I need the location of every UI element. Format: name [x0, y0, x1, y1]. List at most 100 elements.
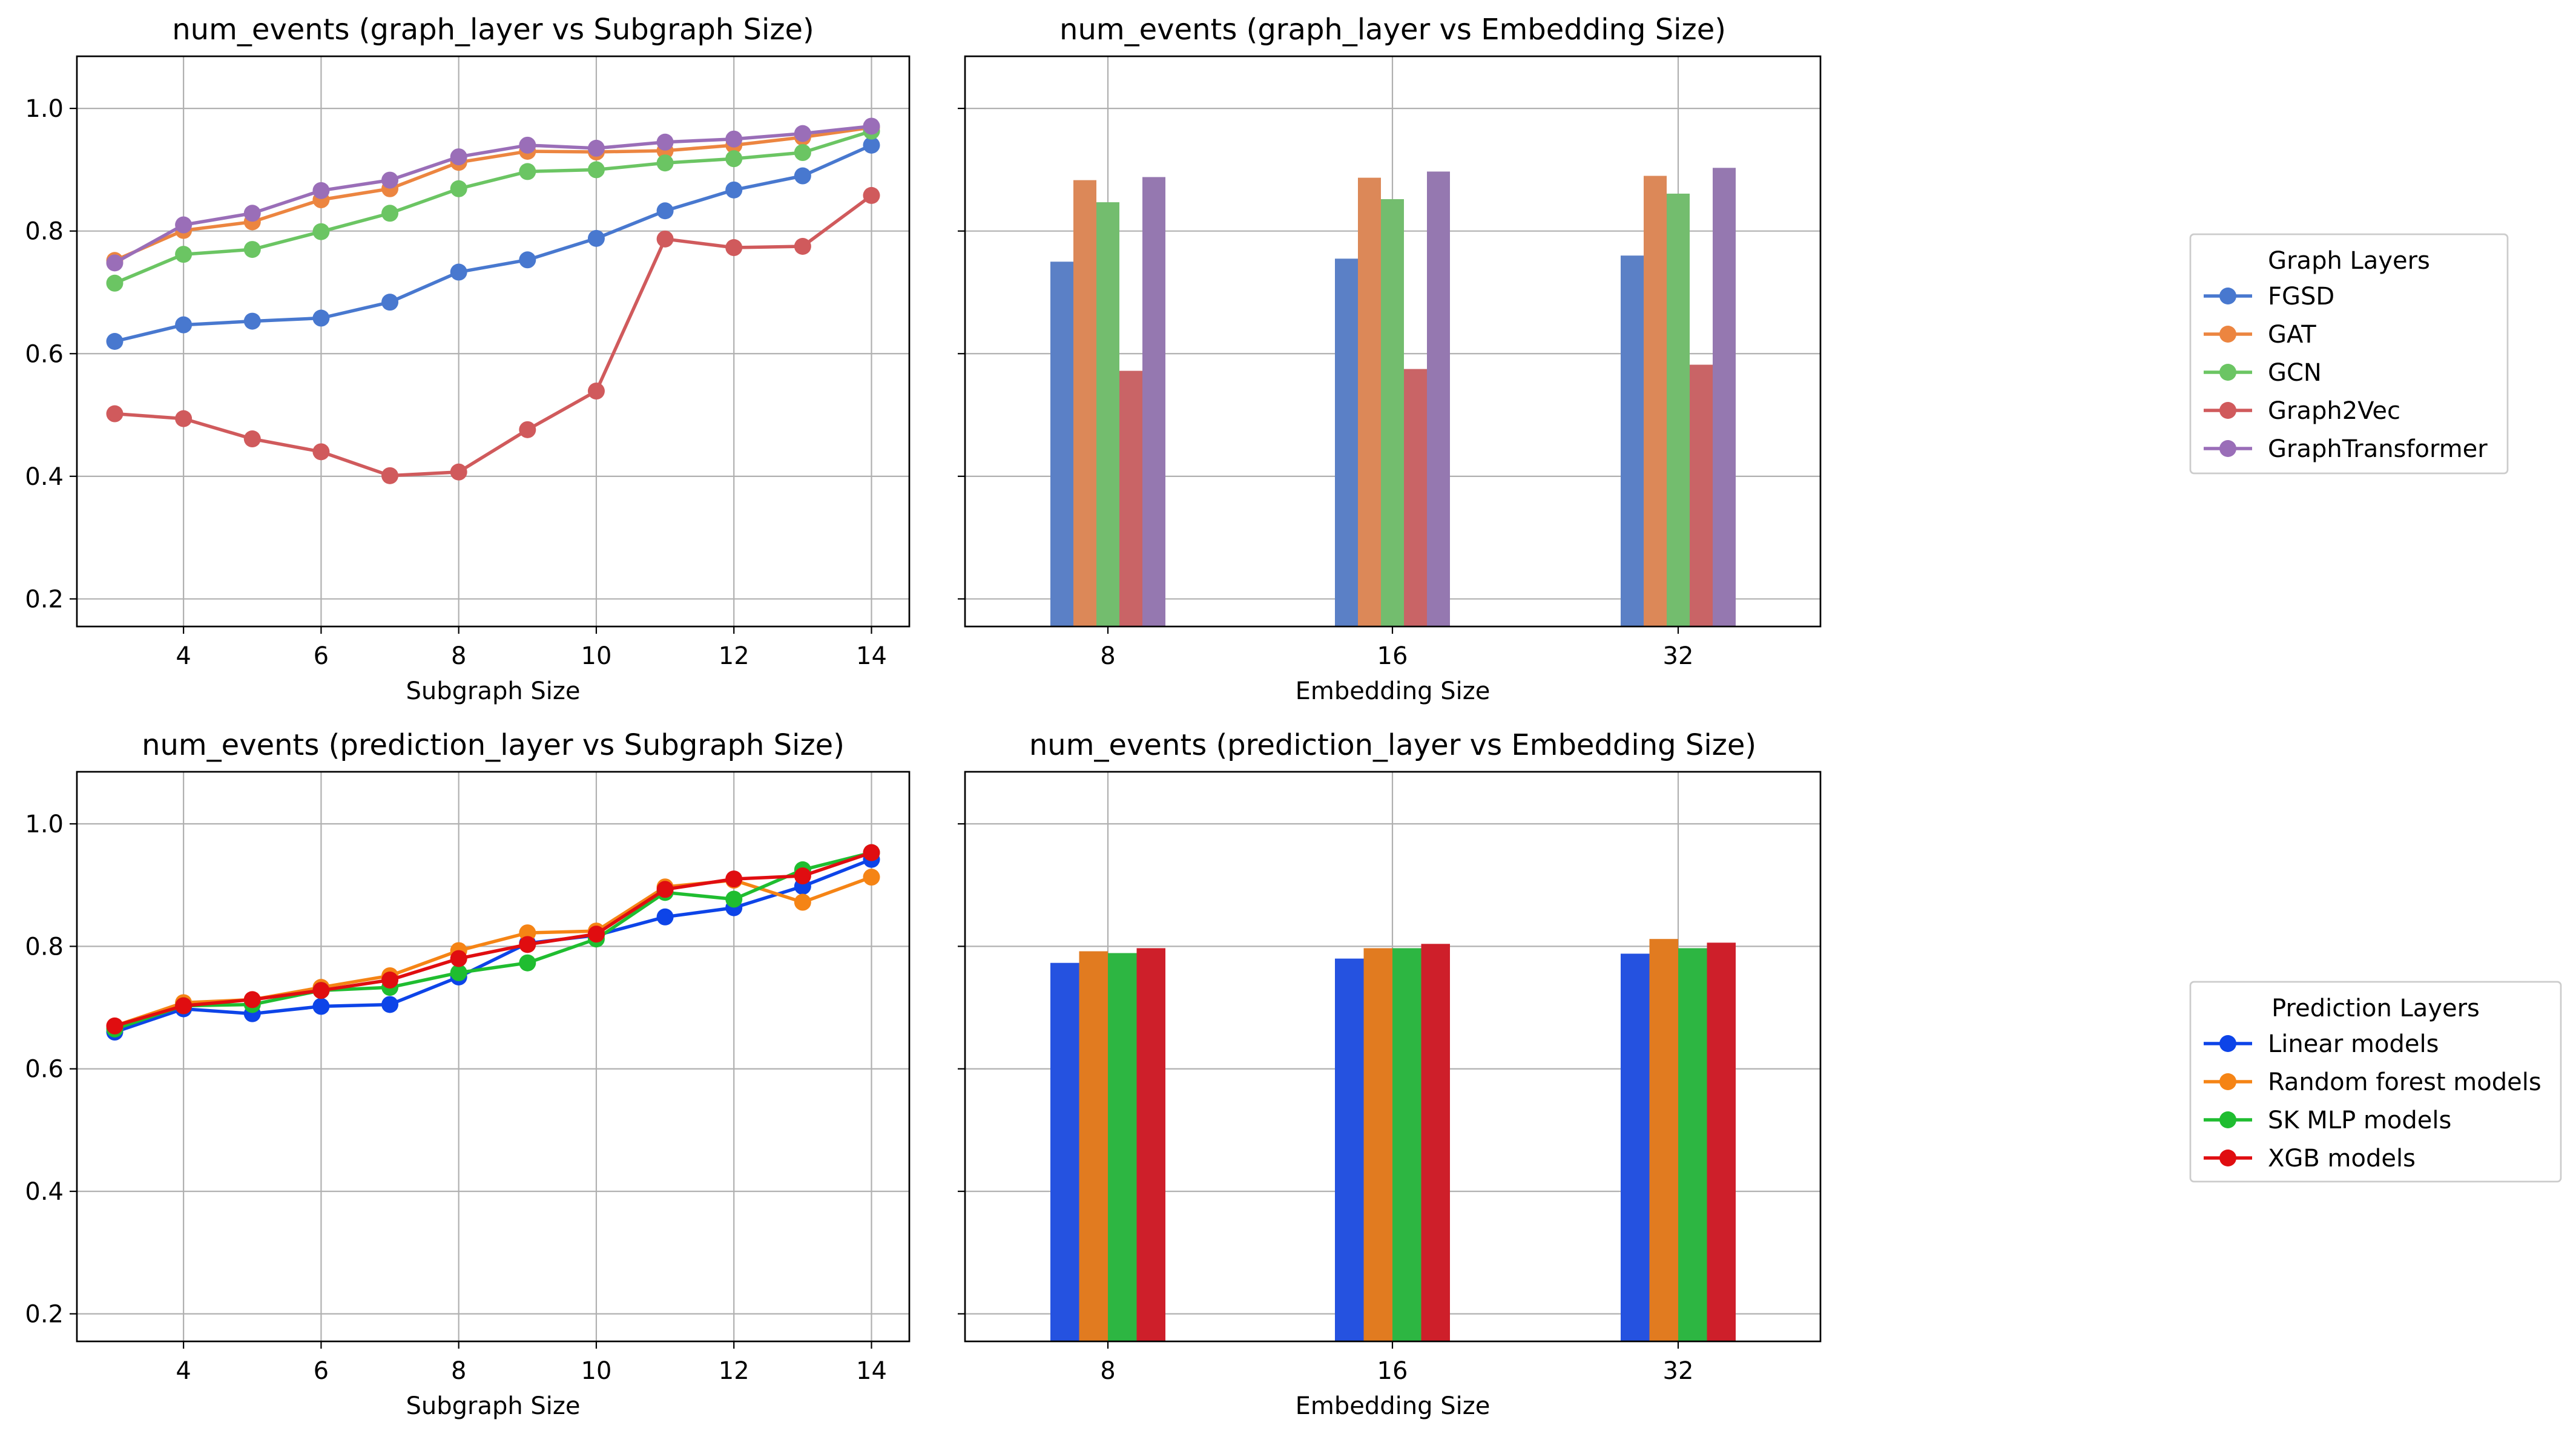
- legend-entry: GAT: [2204, 321, 2316, 349]
- axis-frame: [76, 55, 911, 628]
- legend-entry: Linear models: [2204, 1030, 2439, 1058]
- legend-graph-layers: Graph Layers FGSD GAT GCN Graph2Vec GraphTran…: [2189, 233, 2509, 475]
- data-point: [450, 263, 467, 281]
- legend-marker: [2219, 1035, 2236, 1052]
- bar-fgsd: [1335, 258, 1358, 627]
- legend-title: Graph Layers: [2268, 247, 2430, 275]
- y-tick-label: 0.6: [25, 1056, 64, 1084]
- bar-sk-mlp-models: [1678, 948, 1707, 1341]
- x-tick-label: 10: [581, 1357, 612, 1385]
- data-point: [656, 908, 674, 926]
- bar-random-forest-models: [1363, 948, 1392, 1341]
- y-tick-label: 0.6: [25, 340, 64, 368]
- data-point: [450, 950, 467, 967]
- chart-title: num_events (prediction_layer vs Subgraph…: [142, 728, 845, 762]
- bar-fgsd: [1621, 255, 1644, 627]
- x-axis-label: Subgraph Size: [406, 1392, 580, 1420]
- x-tick-label: 32: [1663, 1357, 1694, 1385]
- data-point: [725, 890, 743, 908]
- x-tick-label: 10: [581, 642, 612, 670]
- data-point: [381, 467, 399, 484]
- data-point: [175, 316, 193, 334]
- bar-graph2vec: [1404, 369, 1427, 627]
- y-tick-label: 1.0: [25, 95, 64, 123]
- data-point: [312, 998, 330, 1015]
- data-point: [381, 294, 399, 311]
- series-line: [114, 129, 872, 285]
- data-point: [243, 991, 261, 1008]
- series-line: [114, 125, 872, 262]
- chart-title: num_events (prediction_layer vs Embeddin…: [1029, 728, 1756, 762]
- legend-frame: [2189, 233, 2509, 475]
- x-tick-label: 6: [314, 1357, 329, 1385]
- chart-panel-1: num_events (graph_layer vs Subgraph Size…: [25, 13, 911, 705]
- y-tick-label: 0.4: [25, 463, 64, 491]
- data-point: [587, 139, 605, 157]
- bar-graph2vec: [1690, 364, 1713, 627]
- bar-fgsd: [1050, 261, 1073, 627]
- data-point: [794, 893, 811, 911]
- series-line: [114, 143, 872, 343]
- x-tick-label: 8: [1100, 1357, 1115, 1385]
- data-point: [519, 136, 536, 154]
- x-tick-label: 12: [719, 1357, 749, 1385]
- data-point: [381, 996, 399, 1013]
- bar-graphtransformer: [1142, 177, 1165, 627]
- bar-graphtransformer: [1427, 171, 1450, 627]
- data-point: [794, 238, 811, 255]
- data-point: [106, 405, 124, 423]
- data-point: [519, 421, 536, 438]
- data-point: [794, 867, 811, 885]
- chart-title: num_events (graph_layer vs Embedding Siz…: [1059, 13, 1726, 47]
- legend-label: Random forest models: [2268, 1068, 2541, 1096]
- data-point: [175, 216, 193, 234]
- bar-graph2vec: [1119, 370, 1142, 627]
- bar-xgb-models: [1421, 944, 1450, 1341]
- bar-linear-models: [1621, 953, 1650, 1341]
- x-tick-label: 14: [856, 642, 887, 670]
- bar-random-forest-models: [1079, 951, 1108, 1341]
- chart-panel-2: num_events (graph_layer vs Embedding Siz…: [958, 13, 1822, 705]
- x-axis-label: Embedding Size: [1296, 1392, 1491, 1420]
- legend-label: Graph2Vec: [2268, 397, 2400, 425]
- bar-gat: [1644, 176, 1667, 627]
- data-point: [243, 312, 261, 330]
- x-tick-label: 32: [1663, 642, 1694, 670]
- series-line: [114, 850, 872, 1028]
- data-point: [519, 924, 536, 942]
- legend-label: XGB models: [2268, 1145, 2416, 1173]
- data-point: [587, 229, 605, 247]
- data-point: [312, 982, 330, 999]
- data-point: [381, 171, 399, 189]
- data-point: [725, 181, 743, 199]
- chart-panel-3: num_events (prediction_layer vs Subgraph…: [25, 728, 911, 1420]
- legend-label: GAT: [2268, 321, 2316, 349]
- data-point: [725, 150, 743, 168]
- bar-random-forest-models: [1649, 939, 1678, 1341]
- x-tick-label: 14: [856, 1357, 887, 1385]
- legend-marker: [2219, 1111, 2236, 1128]
- data-point: [587, 926, 605, 943]
- data-point: [656, 133, 674, 151]
- data-point: [243, 241, 261, 258]
- legend-title: Prediction Layers: [2271, 995, 2480, 1022]
- x-tick-label: 8: [451, 1357, 466, 1385]
- axis-frame: [964, 55, 1822, 628]
- legend-frame: [2189, 981, 2562, 1183]
- bar-linear-models: [1335, 958, 1364, 1341]
- data-point: [794, 144, 811, 162]
- data-point: [519, 936, 536, 953]
- data-point: [450, 463, 467, 481]
- data-point: [106, 1017, 124, 1034]
- x-axis-label: Subgraph Size: [406, 677, 580, 705]
- bar-xgb-models: [1136, 948, 1165, 1341]
- bar-gat: [1358, 177, 1381, 627]
- bar-xgb-models: [1707, 942, 1736, 1341]
- data-point: [863, 844, 880, 861]
- chart-panel-4: num_events (prediction_layer vs Embeddin…: [958, 728, 1822, 1420]
- legend-entry: SK MLP models: [2204, 1107, 2451, 1134]
- legend-entry: GraphTransformer: [2204, 435, 2488, 463]
- bar-gcn: [1381, 199, 1404, 627]
- data-point: [312, 182, 330, 199]
- data-point: [863, 136, 880, 154]
